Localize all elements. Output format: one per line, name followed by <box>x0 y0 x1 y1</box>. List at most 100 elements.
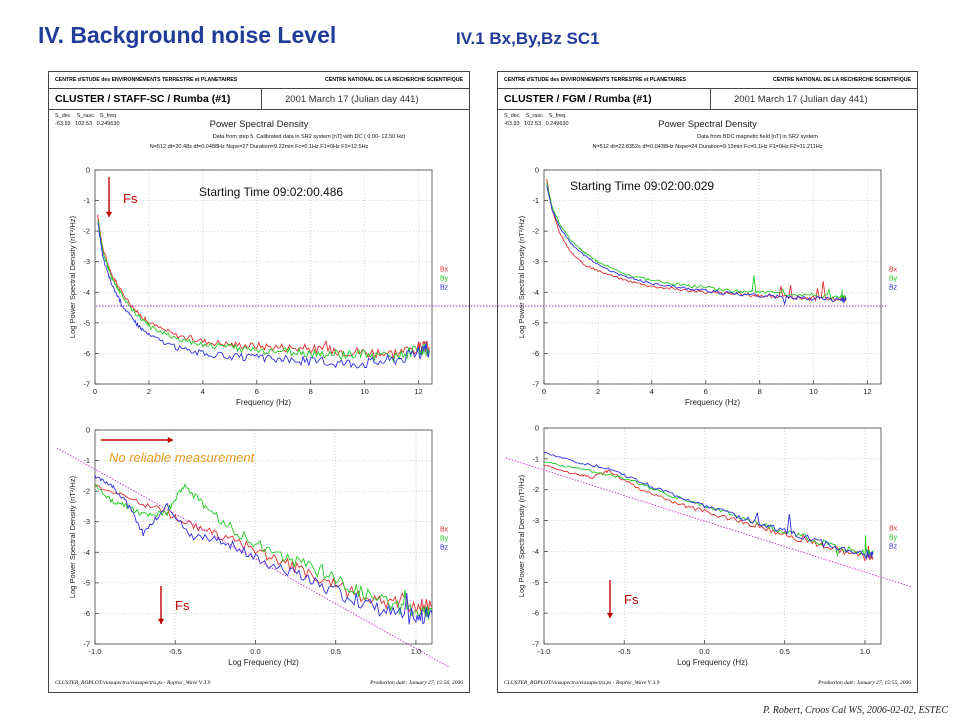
no-reliable-label: No reliable measurement <box>109 450 255 465</box>
no-reliable-arrow-head <box>167 436 173 444</box>
y-tick-label: -4 <box>532 547 539 556</box>
y-tick-label: -7 <box>532 640 539 649</box>
legend-bz: Bz <box>440 545 449 552</box>
x-tick-label: 2 <box>596 387 600 396</box>
plot-frame <box>543 169 882 385</box>
footer-right: Production date: January 27, 15:56, 2006 <box>370 680 463 686</box>
institution-header: CENTRE d'ETUDE des ENVIRONNEMENTS TERRES… <box>49 72 469 89</box>
y-tick-label: -7 <box>83 640 90 649</box>
y-tick-label: -3 <box>532 516 539 525</box>
header-divider <box>710 89 711 109</box>
chart-log10: -1.0 -0.5 0.0 0.5 1.0 0 -1 -2 -3 -4 -5 -6 -7 Log Freq… <box>68 426 449 668</box>
y-tick-label: 0 <box>86 166 90 175</box>
psd-info-line1: Data from step 5. Calibrated data in SR2… <box>212 134 406 140</box>
psd-info-line2: N=512 dt=20.48s df=0.0488Hz Nspe=27 Dura… <box>149 144 369 150</box>
mission-label: CLUSTER / FGM / Rumba (#1) <box>504 93 652 105</box>
y-tick-label: -1 <box>532 196 539 205</box>
x-axis-label: Frequency (Hz) <box>236 398 291 407</box>
plot-frame <box>94 169 433 385</box>
x-tick-label: 2 <box>147 387 151 396</box>
y-tick-label: -3 <box>83 257 90 266</box>
x-tick-label: 8 <box>758 387 762 396</box>
series-bx-line <box>543 465 874 562</box>
legend-bx: Bx <box>889 526 898 533</box>
psd-title: Power Spectral Density <box>209 119 309 130</box>
legend-bx: Bx <box>440 267 449 274</box>
y-tick-label: -3 <box>532 257 539 266</box>
y-tick-label: -1 <box>83 456 90 465</box>
legend-bz: Bz <box>889 285 898 292</box>
fs-arrow-top-head <box>105 211 113 217</box>
fs-label-bottom: Fs <box>624 592 639 607</box>
x-tick-label: 10 <box>809 387 817 396</box>
institution-header: CENTRE d'ETUDE des ENVIRONNEMENTS TERRES… <box>498 72 917 89</box>
slide-title: IV. Background noise Level <box>38 22 337 48</box>
chart-linear: 0 2 4 6 8 10 12 0 -1 -2 -3 -4 -5 -6 -7 Frequency (Hz) Lo… <box>517 166 898 408</box>
x-tick-label: 6 <box>704 387 708 396</box>
y-tick-label: -1 <box>532 454 539 463</box>
y-tick-label: -5 <box>532 318 539 327</box>
y-tick-label: -2 <box>83 487 90 496</box>
psd-info-line2: N=512 dt=22.8352s df=0.0438Hz Nspe=24 Du… <box>592 144 823 150</box>
chart-linear: 0 2 4 6 8 10 12 0 -1 -2 -3 -4 -5 -6 -7 Frequency (Hz) Lo… <box>68 166 449 408</box>
legend-by: By <box>440 276 449 283</box>
series-bz-line <box>546 185 847 306</box>
orbit-params: S_dec S_rasc S_freq -63.93 102.53 0.2496… <box>55 112 120 128</box>
y-tick-label: 0 <box>535 166 539 175</box>
footer-right: Production date: January 27, 15:55, 2006 <box>818 680 911 686</box>
fs-arrow-bottom-head <box>606 612 614 618</box>
mission-label: CLUSTER / STAFF-SC / Rumba (#1) <box>55 93 231 105</box>
institution-left: CENTRE d'ETUDE des ENVIRONNEMENTS TERRES… <box>55 77 238 83</box>
legend-bz: Bz <box>440 285 449 292</box>
legend-by: By <box>889 276 898 283</box>
x-tick-label: -1.0 <box>89 647 102 656</box>
y-tick-label: -5 <box>83 578 90 587</box>
institution-left: CENTRE d'ETUDE des ENVIRONNEMENTS TERRES… <box>504 77 687 83</box>
y-tick-label: -4 <box>83 288 90 297</box>
x-tick-label: 6 <box>255 387 259 396</box>
y-tick-label: -4 <box>83 548 90 557</box>
y-tick-label: -7 <box>83 380 90 389</box>
y-tick-label: -2 <box>532 485 539 494</box>
y-tick-label: -1 <box>83 196 90 205</box>
y-tick-label: -6 <box>83 609 90 618</box>
fs-label-top: Fs <box>123 191 138 206</box>
legend-by: By <box>889 535 898 542</box>
x-tick-label: -0.5 <box>618 647 631 656</box>
slide-subtitle: IV.1 Bx,By,Bz SC1 <box>456 29 600 48</box>
y-tick-label: -6 <box>532 349 539 358</box>
plot-frame <box>543 427 882 645</box>
panel-footer: CLUSTER_ROPLOT/viasupectra/viasupectra.p… <box>502 680 913 690</box>
fs-label-bottom: Fs <box>175 598 190 613</box>
start-time-label: Starting Time 09:02:00.029 <box>570 179 715 193</box>
y-tick-label: -6 <box>83 349 90 358</box>
x-tick-label: 1.0 <box>411 647 421 656</box>
y-tick-label: -2 <box>532 227 539 236</box>
params-line2: -63.93 102.53 0.249630 <box>504 121 569 127</box>
mission-header: CLUSTER / FGM / Rumba (#1) 2001 March 17… <box>498 89 917 110</box>
x-tick-label: 0.5 <box>779 647 789 656</box>
legend-bz: Bz <box>889 544 898 551</box>
params-line1: S_dec S_rasc S_freq <box>55 113 117 119</box>
y-tick-label: -5 <box>83 318 90 327</box>
start-time-label: Starting Time 09:02:00.486 <box>199 185 344 199</box>
footer-left: CLUSTER_ROPLOT/viasupectra/viasupectra.p… <box>504 680 660 686</box>
plot-frame <box>94 429 433 645</box>
x-tick-label: 0 <box>542 387 546 396</box>
series-by-line <box>94 483 433 620</box>
y-tick-label: -3 <box>83 517 90 526</box>
staff-sc-panel: CENTRE d'ETUDE des ENVIRONNEMENTS TERRES… <box>48 71 470 693</box>
series-bx-line <box>97 214 430 359</box>
orbit-params: S_dec S_rasc S_freq -63.93 102.53 0.2496… <box>504 112 569 128</box>
y-axis-label: Log Power Spectral Density (nT²/Hz) <box>517 215 526 338</box>
y-tick-label: 0 <box>86 426 90 435</box>
institution-right: CENTRE NATIONAL DE LA RECHERCHE SCIENTIF… <box>773 77 911 83</box>
x-tick-label: 10 <box>360 387 368 396</box>
series-by-line <box>97 220 430 364</box>
trend-line <box>505 457 913 588</box>
series-by-line <box>546 182 847 301</box>
institution-right: CENTRE NATIONAL DE LA RECHERCHE SCIENTIF… <box>325 77 463 83</box>
series-bx-line <box>94 484 433 615</box>
legend-by: By <box>440 536 449 543</box>
y-tick-label: -2 <box>83 227 90 236</box>
